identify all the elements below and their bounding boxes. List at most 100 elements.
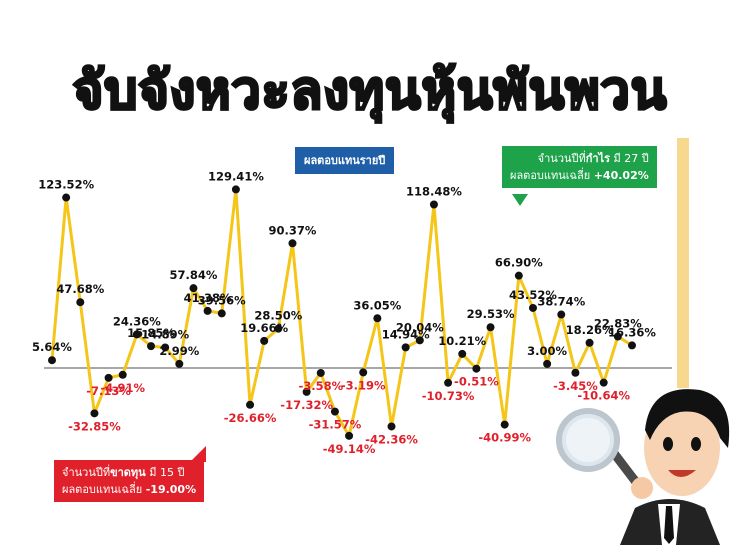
data-label: 14.94% [382, 327, 430, 341]
magnifying-glass-icon [556, 408, 647, 495]
data-label: 19.66% [240, 321, 288, 335]
businessman-mouth [668, 470, 696, 477]
data-label: 90.37% [269, 223, 317, 237]
data-label: -40.99% [478, 431, 531, 445]
data-label: 29.53% [467, 307, 515, 321]
profit-box-pointer [512, 194, 528, 206]
loss-average-line: ผลตอบแทนเฉลี่ย -19.00% [62, 481, 196, 498]
loss-average-value: -19.00% [145, 483, 197, 496]
data-point [288, 239, 297, 248]
profit-average-line: ผลตอบแทนเฉลี่ย +40.02% [510, 167, 649, 184]
profit-line1-prefix: จำนวนปีที่ [537, 152, 586, 165]
data-label: -26.66% [224, 411, 277, 425]
data-point [599, 378, 608, 387]
data-point [585, 338, 594, 347]
data-label: 66.90% [495, 256, 543, 270]
data-label: 123.52% [38, 178, 94, 192]
data-point [217, 309, 226, 318]
data-point [175, 359, 184, 368]
data-label: 20.04% [396, 320, 444, 334]
loss-summary-box: จำนวนปีที่ขาดทุน มี 15 ปี ผลตอบแทนเฉลี่ย… [54, 460, 205, 502]
data-point [415, 336, 424, 345]
loss-line1-prefix: จำนวนปีที่ [62, 466, 111, 479]
data-point [401, 343, 410, 352]
data-point [557, 310, 566, 319]
data-label: 38.74% [537, 295, 585, 309]
data-label: 57.84% [170, 268, 218, 282]
data-label: -7.13% [86, 384, 131, 398]
data-point [104, 373, 113, 382]
profit-line1-bold: กำไร [585, 152, 611, 165]
data-label: -0.51% [454, 375, 499, 389]
data-label: 129.41% [208, 169, 264, 183]
businessman-hand [631, 477, 653, 499]
data-label: 22.83% [594, 316, 642, 330]
profit-line2-prefix: ผลตอบแทนเฉลี่ย [510, 169, 594, 182]
series-line-group [50, 187, 633, 438]
data-point [161, 343, 170, 352]
businessman-tie [664, 506, 674, 544]
data-label: 39.56% [198, 293, 246, 307]
data-point [231, 185, 240, 194]
loss-line2-prefix: ผลตอบแทนเฉลี่ย [62, 483, 146, 496]
data-point [500, 420, 509, 429]
data-point [118, 370, 127, 379]
data-label: -10.64% [577, 389, 630, 403]
data-label: -49.14% [323, 442, 376, 456]
loss-line1-bold: ขาดทุน [110, 466, 146, 479]
businessman-illustration [556, 389, 730, 545]
data-point [571, 368, 580, 377]
loss-years-line: จำนวนปีที่ขาดทุน มี 15 ปี [62, 464, 196, 481]
data-point [458, 349, 467, 358]
data-label: -42.36% [365, 432, 418, 446]
loss-line1-suffix: มี 15 ปี [145, 466, 185, 479]
data-label: -3.58% [298, 379, 343, 393]
data-label: -4.91% [100, 381, 145, 395]
data-point [472, 364, 481, 373]
data-point [76, 298, 85, 307]
data-point [345, 431, 354, 440]
data-point [486, 323, 495, 332]
data-point [613, 332, 622, 341]
data-label: -32.85% [68, 419, 121, 433]
data-label: 18.26% [566, 323, 614, 337]
data-label: 118.48% [406, 184, 462, 198]
data-label: 3.00% [527, 344, 567, 358]
loss-box-pointer [190, 446, 206, 462]
profit-average-value: +40.02% [593, 169, 649, 182]
profit-years-line: จำนวนปีที่กำไร มี 27 ปี [510, 150, 649, 167]
decorative-pole [677, 138, 689, 388]
data-label: 43.52% [509, 288, 557, 302]
series-line [50, 187, 633, 438]
data-label: 10.21% [438, 334, 486, 348]
data-point [528, 303, 537, 312]
data-label: 36.05% [353, 298, 401, 312]
data-point [274, 324, 283, 333]
data-label: 14.89% [141, 327, 189, 341]
data-point [189, 284, 198, 293]
data-label: 16.36% [608, 325, 656, 339]
data-point [90, 409, 99, 418]
data-point [387, 422, 396, 431]
data-label: 41.38% [184, 291, 232, 305]
data-label: 47.68% [56, 282, 104, 296]
data-point [260, 336, 269, 345]
data-point [316, 368, 325, 377]
data-point [147, 342, 156, 351]
series-labels-group: 5.64% 123.52% 47.68% -32.85% -7.13%-4.91% 24.… [32, 169, 656, 455]
data-label: -3.45% [553, 379, 598, 393]
data-point [444, 378, 453, 387]
data-point [330, 407, 339, 416]
data-point [302, 387, 311, 396]
businessman-hair [645, 389, 730, 448]
data-point [359, 368, 368, 377]
data-label: 28.50% [254, 309, 302, 323]
data-point [48, 356, 56, 365]
series-points-group [48, 185, 636, 440]
data-label: 2.99% [159, 344, 199, 358]
data-point [429, 200, 438, 209]
data-label: -10.73% [422, 389, 475, 403]
page-title: จับจังหวะลงทุนหุ้นพันพวน [71, 60, 668, 123]
data-label: -17.32% [280, 398, 333, 412]
data-point [373, 314, 382, 323]
